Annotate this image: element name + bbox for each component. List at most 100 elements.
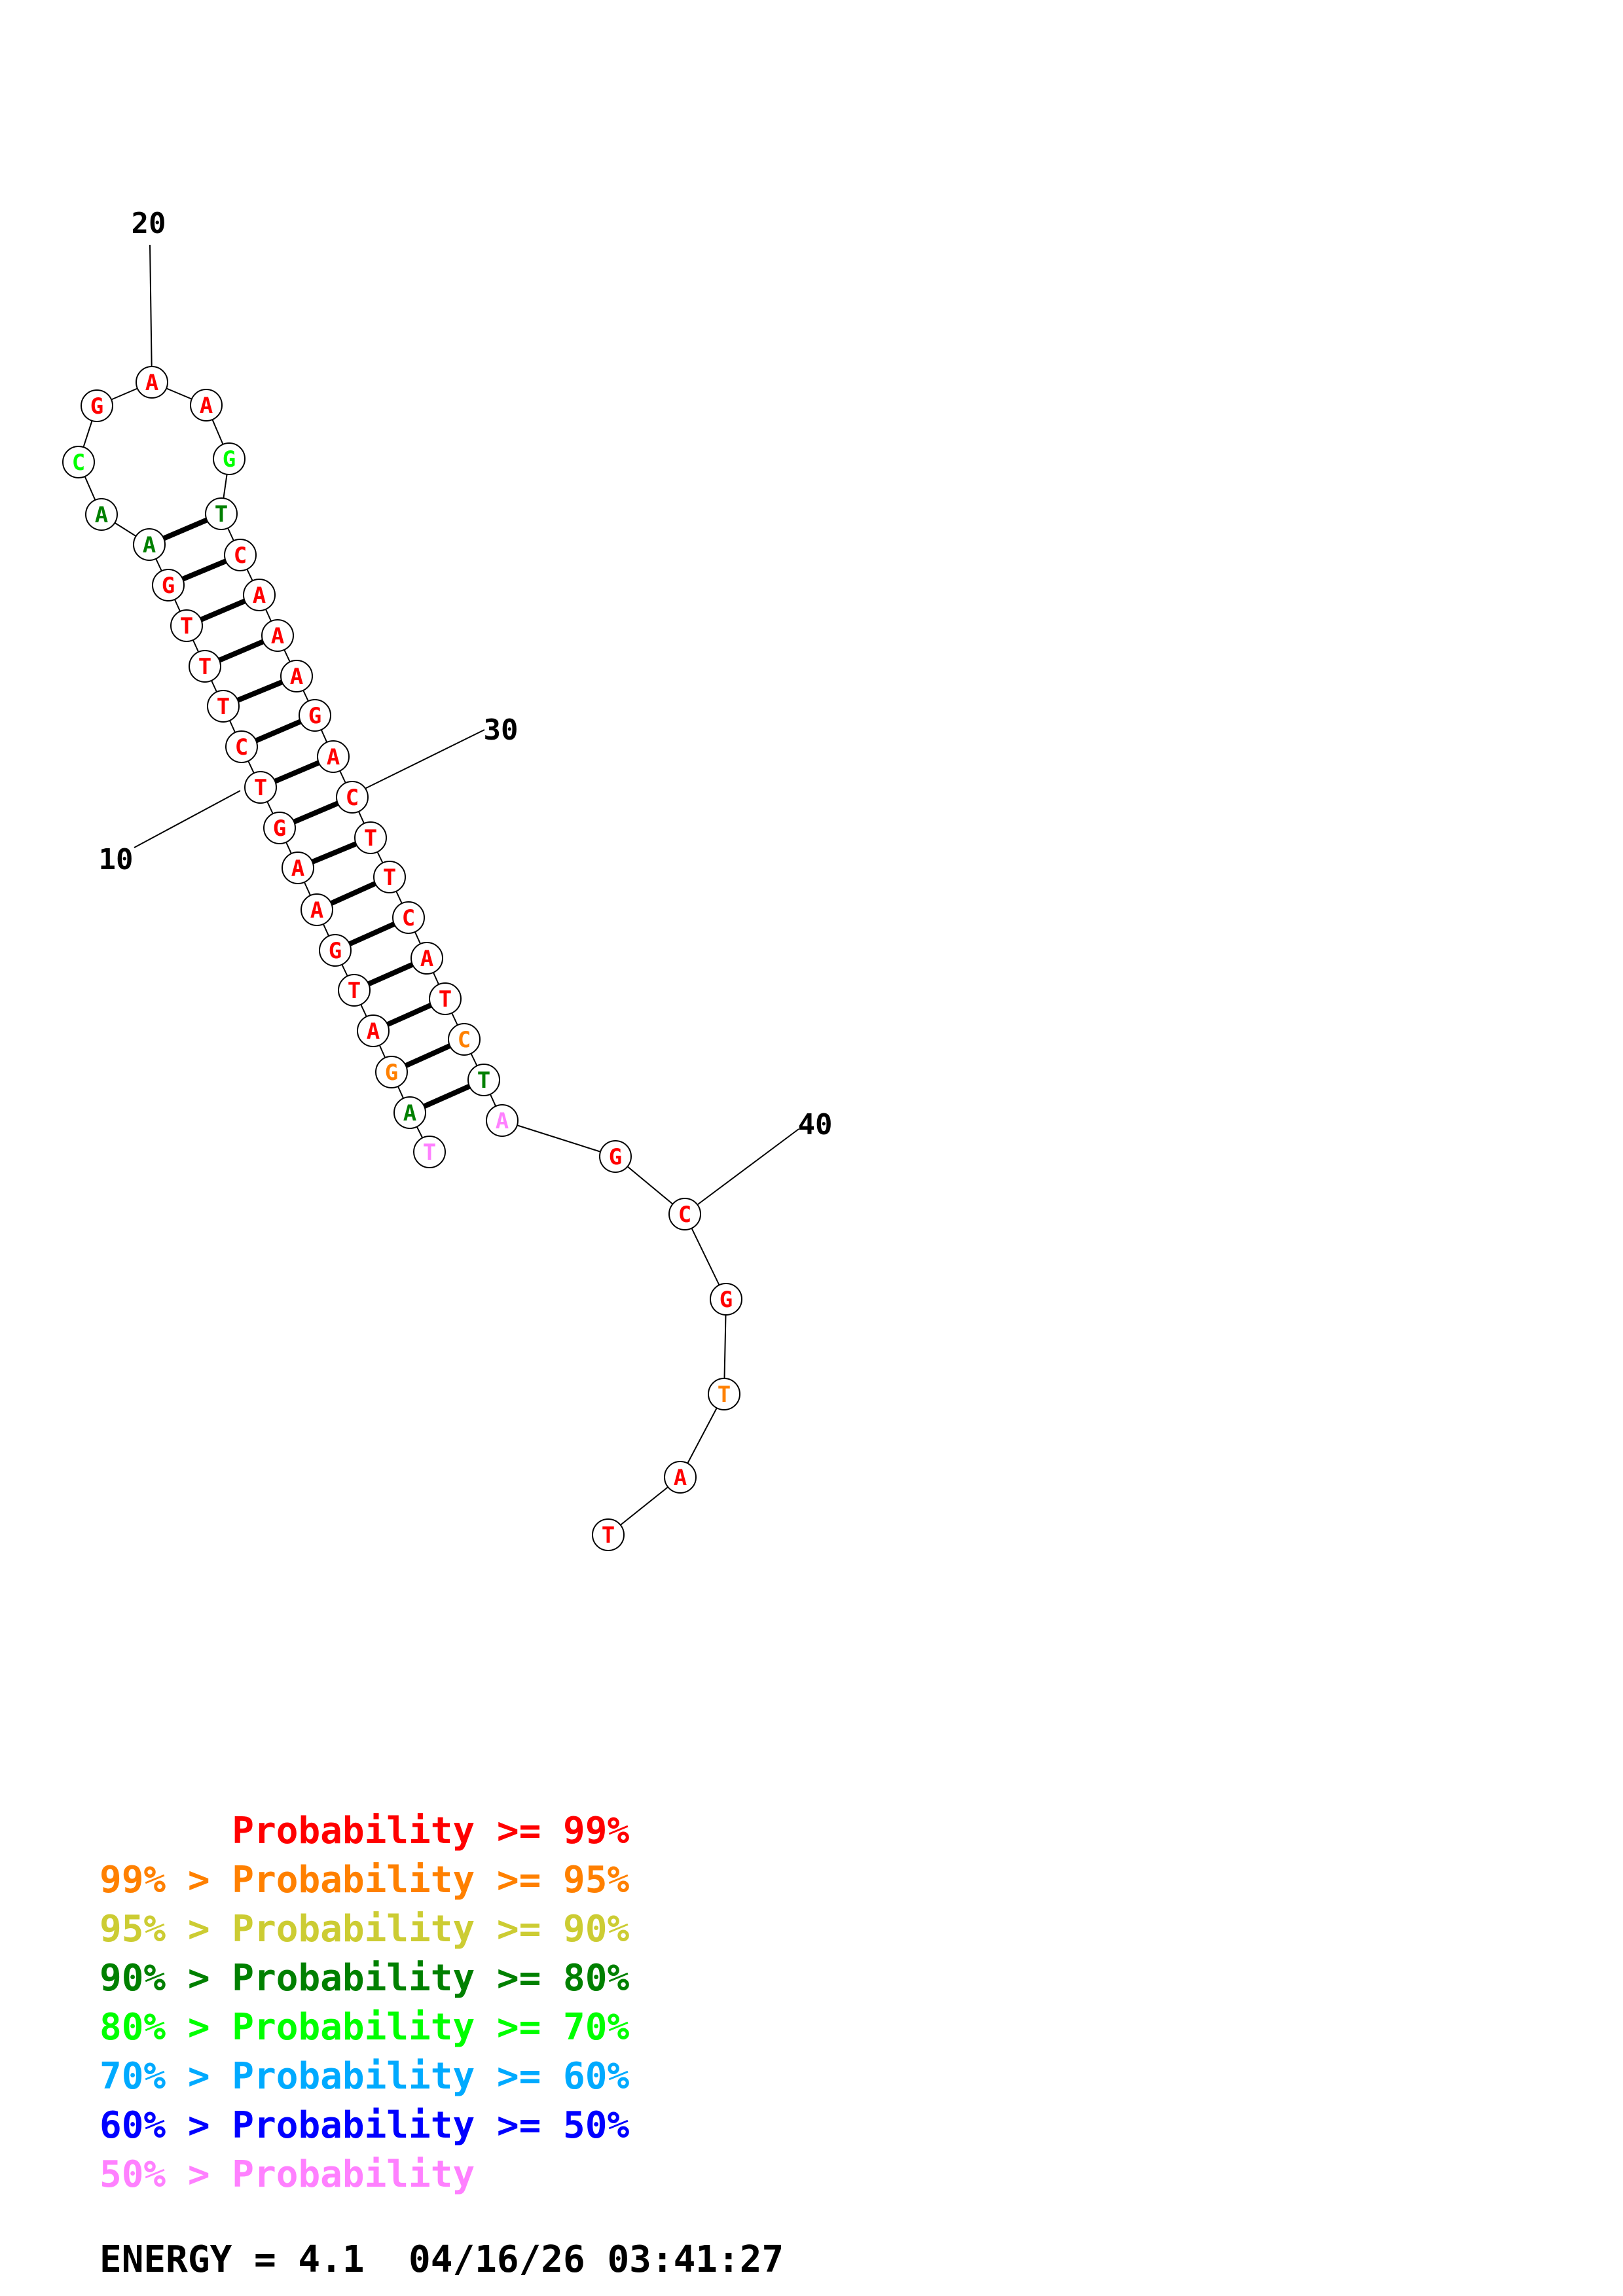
base-pair-bond (311, 841, 357, 865)
base-pair-bond (218, 639, 264, 663)
nucleotide-27: C (62, 446, 95, 478)
nucleotide-23: G (213, 442, 246, 475)
position-label-20: 20 (132, 207, 166, 240)
nucleotide-letter: T (477, 1067, 490, 1094)
nucleotide-33: T (207, 690, 240, 723)
nucleotide-43: A (393, 1096, 426, 1129)
nucleotide-letter: A (290, 664, 303, 690)
nucleotide-14: T (354, 821, 387, 854)
legend-label: Probability >= 60% (232, 2055, 630, 2098)
legend-prefix: 70% > (100, 2055, 232, 2098)
nucleotide-circle (282, 852, 314, 884)
base-pair-bond (423, 1084, 471, 1109)
nucleotide-44: T (413, 1136, 446, 1168)
nucleotide-36: G (263, 812, 296, 844)
nucleotide-37: A (282, 852, 314, 884)
legend-label: Probability >= 80% (232, 1957, 630, 2000)
nucleotide-circle (224, 539, 257, 571)
base-pair-bonds (162, 517, 471, 1109)
base-pair-bond (386, 1003, 432, 1027)
base-pair-bond (367, 962, 414, 986)
legend-prefix: 99% > (100, 1859, 232, 1901)
nucleotide-circle (62, 446, 95, 478)
nucleotide-circle (213, 442, 246, 475)
base-pair-bond (236, 679, 283, 703)
nucleotide-circle (225, 730, 258, 763)
legend-row: 90% > Probability >= 80% (100, 1960, 629, 1997)
nucleotide-38: A (301, 893, 333, 926)
nucleotide-letter: G (720, 1287, 733, 1313)
nucleotides: TATGCGATCTACTTCAGAAACTGAAGCAAGTTTCTGAAGT… (62, 366, 742, 1551)
nucleotide-letter: A (420, 946, 433, 972)
base-pair-bond (405, 1043, 451, 1068)
nucleotide-34: C (225, 730, 258, 763)
nucleotide-letter: A (200, 393, 213, 419)
nucleotide-letter: C (72, 450, 85, 476)
nucleotide-29: A (133, 528, 166, 561)
legend-prefix: 60% > (100, 2104, 232, 2147)
base-pair-bond (274, 760, 320, 784)
nucleotide-letter: G (385, 1060, 398, 1086)
nucleotide-letter: A (496, 1108, 509, 1134)
position-tick-line (684, 1128, 799, 1215)
legend-prefix (100, 1810, 232, 1852)
nucleotide-letter: T (383, 865, 396, 891)
nucleotide-circle (668, 1198, 701, 1230)
nucleotide-letter: T (254, 775, 267, 801)
base-pair-bond (255, 719, 302, 744)
legend-prefix: 95% > (100, 1908, 232, 1950)
nucleotide-42: G (375, 1056, 408, 1088)
nucleotide-letter: C (234, 543, 247, 569)
nucleotide-19: A (261, 619, 294, 652)
nucleotide-20: A (243, 579, 276, 611)
nucleotide-letter: A (327, 744, 340, 770)
legend-label: Probability >= 95% (232, 1859, 630, 1901)
position-label-40: 40 (798, 1108, 833, 1141)
nucleotide-circle (448, 1023, 481, 1056)
nucleotide-circle (373, 861, 406, 893)
nucleotide-15: C (336, 781, 369, 814)
base-pair-bond (162, 517, 208, 541)
nucleotide-circle (429, 982, 462, 1015)
nucleotide-circle (189, 650, 221, 683)
nucleotide-letter: A (674, 1465, 687, 1491)
legend-row: 95% > Probability >= 90% (100, 1911, 629, 1948)
legend-label: Probability >= 99% (232, 1810, 630, 1852)
base-pair-bond (181, 558, 227, 582)
nucleotide-circle (244, 771, 277, 804)
nucleotide-circle (392, 901, 425, 934)
legend-row: Probability >= 99% (100, 1813, 629, 1850)
base-pair-bond (200, 598, 246, 622)
nucleotide-letter: A (291, 855, 304, 882)
nucleotide-35: T (244, 771, 277, 804)
legend-label: Probability >= 90% (232, 1908, 630, 1950)
nucleotide-circle (486, 1104, 519, 1137)
base-pair-bond (293, 800, 339, 825)
nucleotide-letter: G (609, 1144, 622, 1170)
nucleotide-letter: G (223, 446, 236, 473)
nucleotide-letter: C (678, 1202, 691, 1228)
nucleotide-circle (85, 498, 118, 531)
nucleotide-letter: G (90, 393, 103, 420)
legend-row: 80% > Probability >= 70% (100, 2009, 629, 2046)
nucleotide-letter: C (402, 905, 415, 931)
position-label-30: 30 (484, 713, 519, 747)
nucleotide-circle (338, 974, 371, 1007)
energy-line: ENERGY = 4.1 04/16/26 03:41:27 (100, 2238, 784, 2281)
nucleotide-circle (152, 569, 185, 601)
nucleotide-circle (410, 942, 443, 975)
legend-prefix: 80% > (100, 2006, 232, 2049)
nucleotide-letter: C (346, 785, 359, 811)
nucleotide-letter: A (367, 1018, 380, 1045)
backbone-lines (78, 382, 727, 1535)
nucleotide-letter: T (439, 986, 452, 1013)
nucleotide-circle (710, 1283, 742, 1316)
nucleotide-circle (81, 389, 113, 422)
legend-prefix: 90% > (100, 1957, 232, 2000)
nucleotide-letter: A (143, 532, 156, 558)
nucleotide-letter: G (308, 703, 321, 729)
nucleotide-circle (136, 366, 168, 399)
nucleotide-17: G (299, 699, 331, 732)
nucleotide-circle (301, 893, 333, 926)
nucleotide-2: A (664, 1461, 697, 1494)
